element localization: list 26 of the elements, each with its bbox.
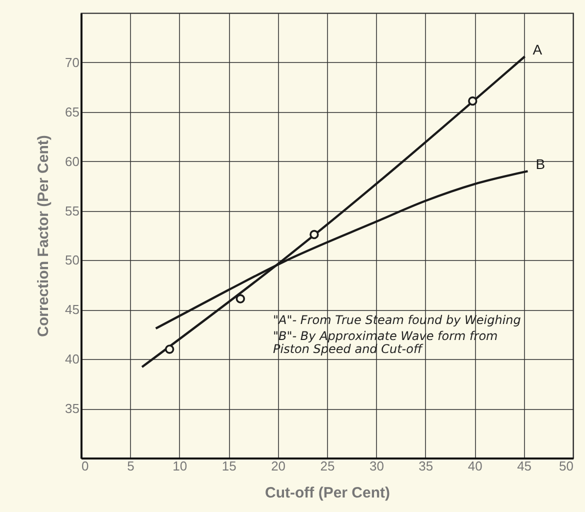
y-tick-label: 60 [65,154,80,169]
y-tick-label: 40 [65,352,80,367]
x-tick-label: 30 [369,458,384,474]
y-tick-label: 55 [65,203,80,218]
x-tick-label: 15 [222,458,236,474]
x-tick-label: 25 [320,458,335,474]
x-tick-label: 10 [172,458,188,474]
y-tick-label: 35 [65,401,80,416]
y-tick-label: 50 [65,252,80,268]
y-tick-label: 45 [65,302,80,318]
x-tick-label: 0 [82,458,89,474]
y-tick-label: 65 [65,104,80,120]
x-tick-label: 45 [517,458,532,474]
x-tick-label: 50 [559,458,574,474]
x-tick-label: 40 [468,458,482,474]
point [164,344,174,354]
series-label: A [532,42,543,58]
point [236,294,246,304]
x-tick-label: 5 [127,458,134,474]
point [310,230,319,240]
x-tick-label: 35 [418,458,434,474]
y-tick-label: 70 [65,54,80,70]
x-tick-label: 20 [271,458,286,474]
y-axis-title: Correction Factor (Per Cent) [35,135,52,337]
point [468,96,478,106]
x-axis-title: Cut-off (Per Cent) [265,484,390,502]
